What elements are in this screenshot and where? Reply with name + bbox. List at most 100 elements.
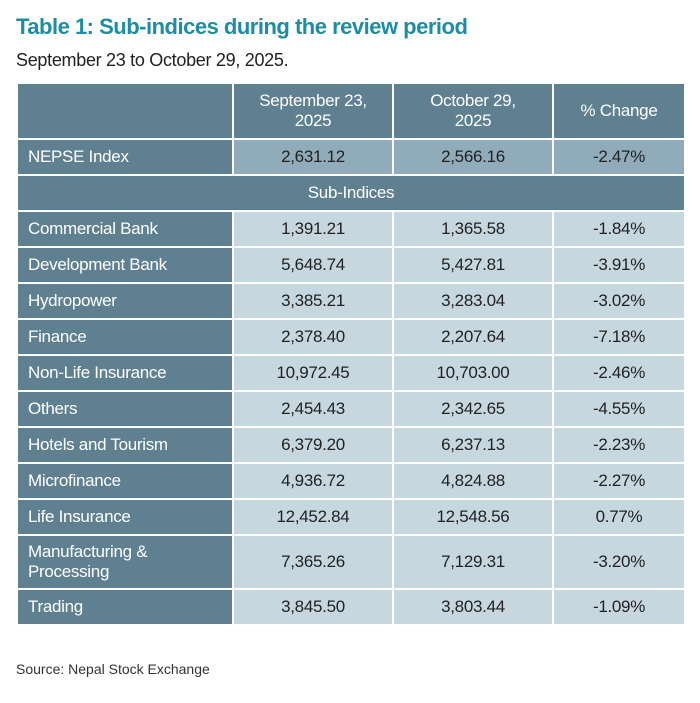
table-cell: 1,391.21 — [232, 210, 394, 248]
cell-text: 2,378.40 — [281, 327, 345, 346]
table-cell: -4.55% — [552, 390, 686, 428]
table-cell: Commercial Bank — [16, 210, 234, 248]
cell-text: 5,648.74 — [281, 255, 345, 274]
table-row: Others 2,454.43 2,342.65 -4.55% — [16, 390, 686, 428]
table-cell: Finance — [16, 318, 234, 356]
cell-text: 5,427.81 — [441, 255, 505, 274]
cell-text: Microfinance — [28, 471, 121, 490]
cell-text: Commercial Bank — [28, 219, 158, 238]
table-row: NEPSE Index 2,631.12 2,566.16 -2.47% — [16, 138, 686, 176]
table-cell: 2,378.40 — [232, 318, 394, 356]
cell-text: -1.09% — [592, 597, 646, 616]
table-row: Non-Life Insurance 10,972.45 10,703.00 -2.4… — [16, 354, 686, 392]
table-row: Hotels and Tourism 6,379.20 6,237.13 -2.23% — [16, 426, 686, 464]
table-cell: 7,129.31 — [392, 534, 554, 590]
cell-text: 4,936.72 — [281, 471, 345, 490]
cell-text: 3,803.44 — [441, 597, 505, 616]
cell-text: 1,365.58 — [441, 219, 505, 238]
cell-text: 3,283.04 — [441, 291, 505, 310]
cell-text: -2.46% — [592, 363, 646, 382]
table-cell: -7.18% — [552, 318, 686, 356]
cell-text: -2.23% — [592, 435, 646, 454]
table-cell: 4,824.88 — [392, 462, 554, 500]
header-cell: % Change — [552, 82, 686, 140]
cell-text: % Change — [580, 101, 658, 120]
table-cell: 2,566.16 — [392, 138, 554, 176]
table-cell: -2.23% — [552, 426, 686, 464]
cell-text: 1,391.21 — [281, 219, 345, 238]
cell-text: Trading — [28, 597, 83, 616]
table-cell: Life Insurance — [16, 498, 234, 536]
table-cell: -1.84% — [552, 210, 686, 248]
cell-text: 12,452.84 — [276, 507, 350, 526]
cell-text: 3,845.50 — [281, 597, 345, 616]
table-cell: Trading — [16, 588, 234, 626]
subtitle: September 23 to October 29, 2025. — [16, 50, 289, 70]
cell-text: October 29, 2025 — [430, 91, 516, 130]
table-cell: 3,803.44 — [392, 588, 554, 626]
cell-text: Life Insurance — [28, 507, 131, 526]
table-cell: 2,207.64 — [392, 318, 554, 356]
table-row: Trading 3,845.50 3,803.44 -1.09% — [16, 588, 686, 626]
table-cell: 10,972.45 — [232, 354, 394, 392]
table-cell: Microfinance — [16, 462, 234, 500]
table-cell: -3.20% — [552, 534, 686, 590]
cell-text: -2.27% — [592, 471, 646, 490]
cell-text: 0.77% — [595, 507, 643, 526]
cell-text: 6,237.13 — [441, 435, 505, 454]
cell-text: 2,207.64 — [441, 327, 505, 346]
table-body: NEPSE Index 2,631.12 2,566.16 -2.47% Sub-Ind… — [16, 138, 686, 626]
cell-text: Manufacturing & Processing — [28, 542, 148, 581]
table-cell: Development Bank — [16, 246, 234, 284]
table-cell: -3.91% — [552, 246, 686, 284]
table-cell: 5,648.74 — [232, 246, 394, 284]
table-cell: Hydropower — [16, 282, 234, 320]
cell-text: Finance — [28, 327, 87, 346]
table-cell: -2.27% — [552, 462, 686, 500]
cell-text: Hydropower — [28, 291, 117, 310]
table-row: Development Bank 5,648.74 5,427.81 -3.91% — [16, 246, 686, 284]
table-cell: 3,385.21 — [232, 282, 394, 320]
cell-text: 12,548.56 — [436, 507, 510, 526]
table-cell: 12,452.84 — [232, 498, 394, 536]
header-cell: September 23, 2025 — [232, 82, 394, 140]
cell-text: 2,631.12 — [281, 147, 345, 166]
table-cell: 2,454.43 — [232, 390, 394, 428]
table-cell: Manufacturing & Processing — [16, 534, 234, 590]
cell-text: Non-Life Insurance — [28, 363, 167, 382]
cell-text: 4,824.88 — [441, 471, 505, 490]
cell-text: Development Bank — [28, 255, 167, 274]
cell-text: 10,703.00 — [436, 363, 510, 382]
header-cell — [16, 82, 234, 140]
table-row: Commercial Bank 1,391.21 1,365.58 -1.84% — [16, 210, 686, 248]
cell-text: Sub-Indices — [307, 183, 395, 202]
source: Source: Nepal Stock Exchange — [16, 661, 210, 677]
header-cell: October 29, 2025 — [392, 82, 554, 140]
table-cell: 2,342.65 — [392, 390, 554, 428]
table-cell: Others — [16, 390, 234, 428]
table-cell: 2,631.12 — [232, 138, 394, 176]
table-cell: 0.77% — [552, 498, 686, 536]
table-row: Hydropower 3,385.21 3,283.04 -3.02% — [16, 282, 686, 320]
cell-text: -3.20% — [592, 552, 646, 571]
table-cell: 5,427.81 — [392, 246, 554, 284]
cell-text: -3.91% — [592, 255, 646, 274]
cell-text: -3.02% — [592, 291, 646, 310]
table-cell: -1.09% — [552, 588, 686, 626]
table-cell: 6,237.13 — [392, 426, 554, 464]
table-row: Manufacturing & Processing 7,365.26 7,129.… — [16, 534, 686, 590]
table-cell: 1,365.58 — [392, 210, 554, 248]
section-row: Sub-Indices — [16, 174, 686, 212]
table-header: September 23, 2025 October 29, 2025 % Chan… — [16, 82, 686, 140]
cell-text: September 23, 2025 — [259, 91, 367, 130]
cell-text: 7,365.26 — [281, 552, 345, 571]
table-cell: Hotels and Tourism — [16, 426, 234, 464]
table-row: Finance 2,378.40 2,207.64 -7.18% — [16, 318, 686, 356]
table-cell: 3,845.50 — [232, 588, 394, 626]
cell-text: -1.84% — [592, 219, 646, 238]
table-row: Microfinance 4,936.72 4,824.88 -2.27% — [16, 462, 686, 500]
table-cell: -2.46% — [552, 354, 686, 392]
table-row: Life Insurance 12,452.84 12,548.56 0.77% — [16, 498, 686, 536]
title: Table 1: Sub-indices during the review p… — [16, 14, 468, 39]
